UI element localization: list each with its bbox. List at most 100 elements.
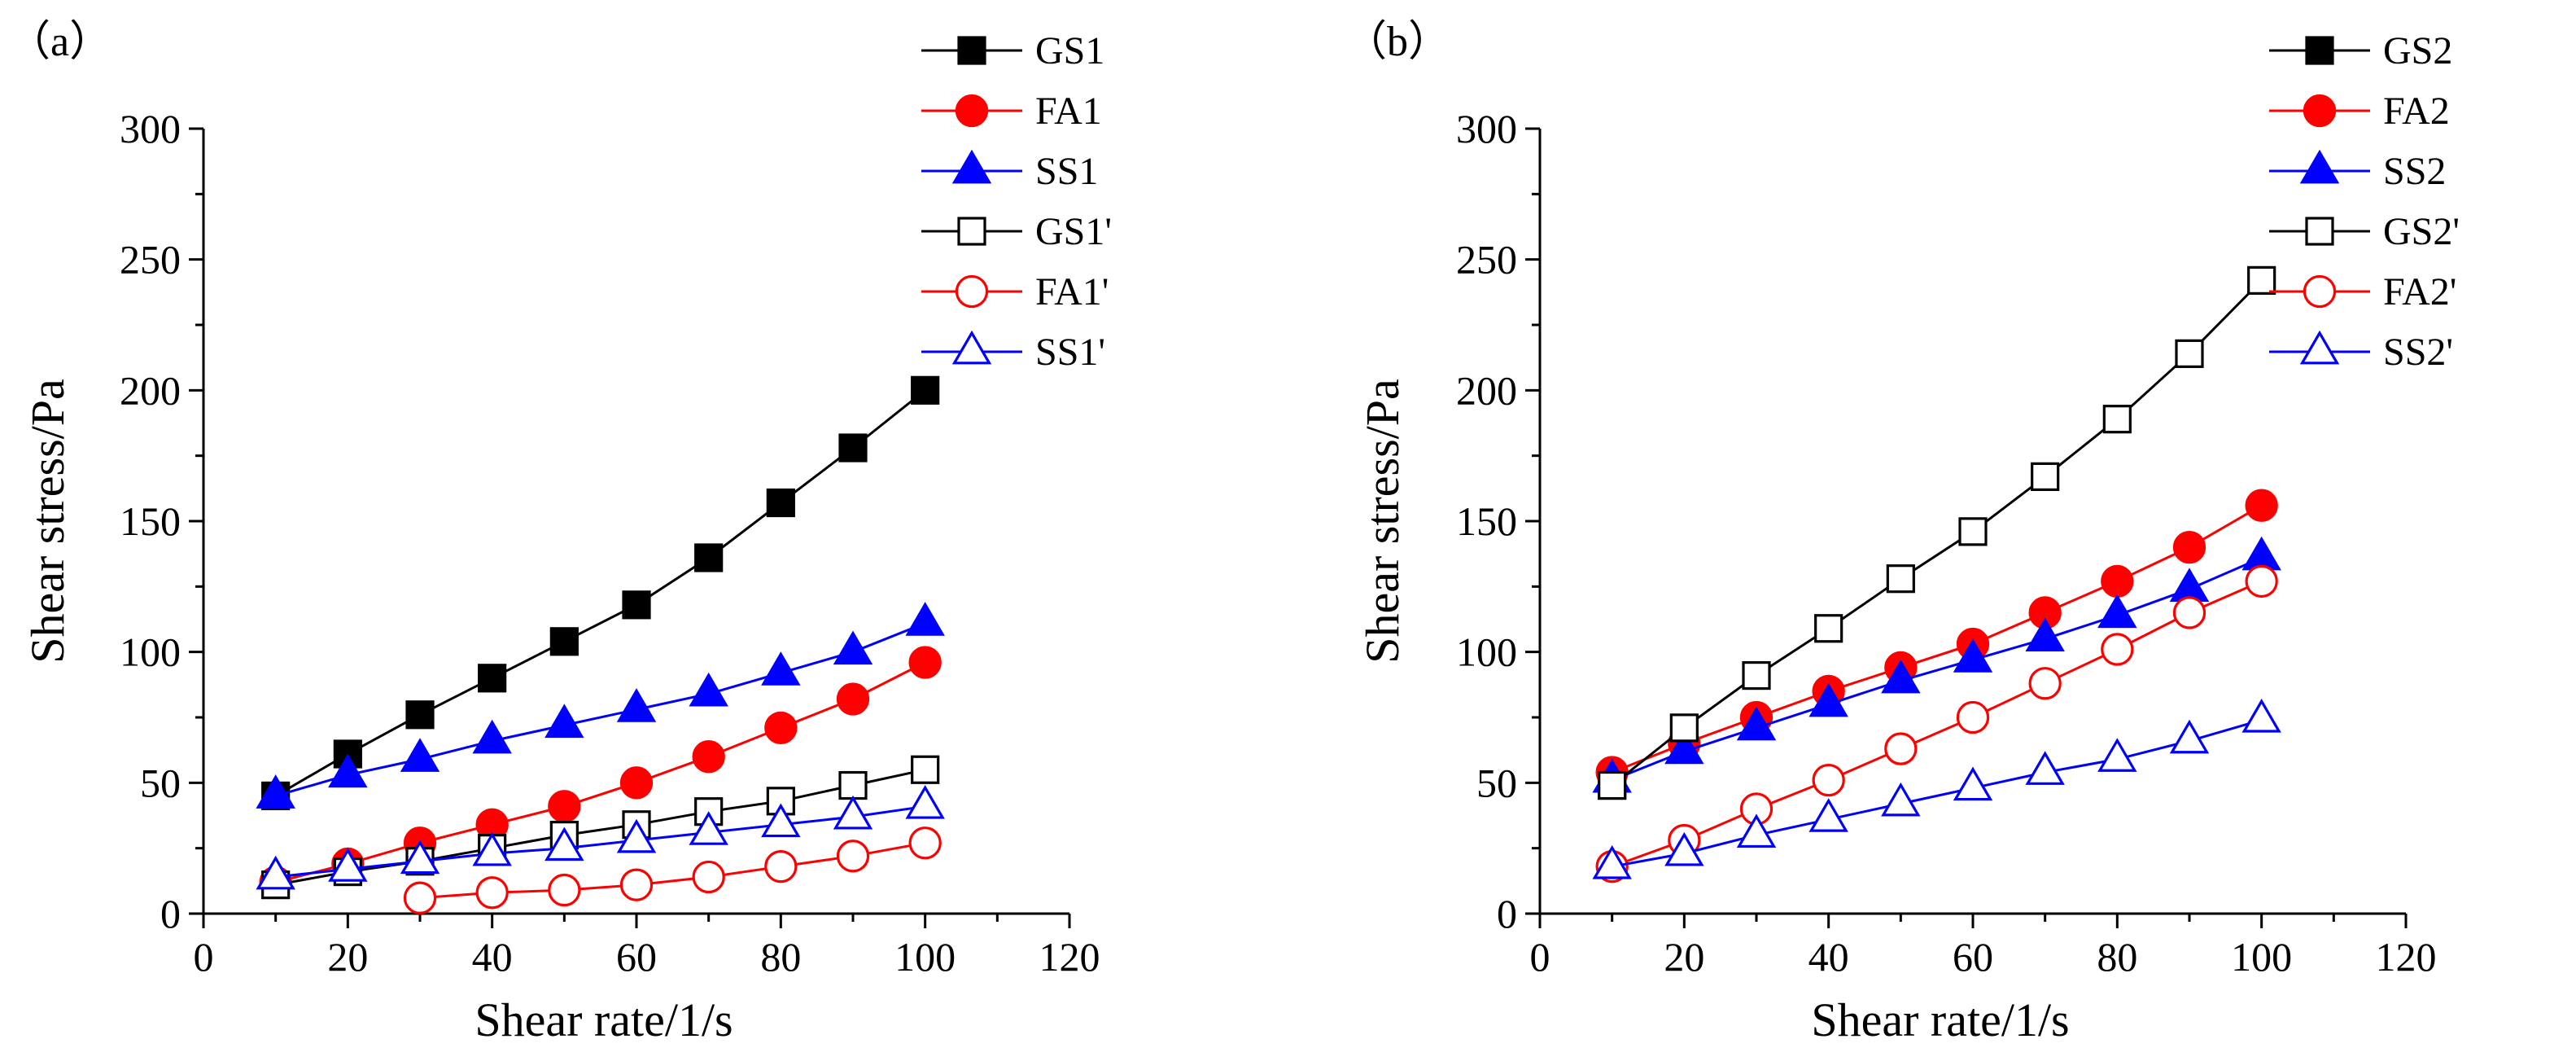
y-axis-label: Shear stress/Pa bbox=[1356, 379, 1409, 664]
data-point bbox=[764, 849, 798, 883]
data-point bbox=[2175, 339, 2204, 368]
data-point bbox=[1808, 682, 1848, 717]
data-point bbox=[908, 826, 942, 860]
panel-label: （a） bbox=[8, 19, 112, 65]
data-point bbox=[689, 811, 728, 845]
data-point bbox=[403, 881, 437, 914]
legend-label: FA1' bbox=[1035, 270, 1109, 313]
legend-marker bbox=[2299, 330, 2340, 365]
y-tick-label: 150 bbox=[1456, 498, 1517, 544]
data-point bbox=[548, 873, 581, 907]
y-tick-label: 200 bbox=[1456, 367, 1517, 413]
legend-label: GS2' bbox=[2383, 210, 2460, 253]
data-point bbox=[838, 433, 868, 463]
data-point bbox=[1592, 844, 1632, 879]
y-tick-label: 50 bbox=[1476, 760, 1517, 805]
y-tick-label: 0 bbox=[160, 891, 181, 936]
x-tick-label: 40 bbox=[1808, 934, 1849, 980]
series-line bbox=[1612, 556, 2263, 782]
legend-marker bbox=[957, 217, 986, 246]
legend-marker bbox=[955, 274, 989, 309]
data-point bbox=[761, 803, 801, 838]
data-point bbox=[2172, 596, 2206, 629]
series-fa2-prime bbox=[1595, 564, 2278, 883]
data-point bbox=[1958, 517, 1988, 546]
data-point bbox=[908, 646, 942, 679]
x-tick-label: 80 bbox=[2097, 934, 2137, 980]
data-point bbox=[1881, 659, 1921, 694]
data-point bbox=[1812, 763, 1845, 797]
series-line bbox=[275, 661, 926, 883]
series-line bbox=[275, 768, 926, 887]
data-point bbox=[549, 627, 579, 656]
series-line bbox=[1612, 580, 2263, 868]
legend-marker bbox=[957, 36, 986, 65]
data-point bbox=[328, 848, 368, 882]
legend-marker bbox=[2303, 274, 2337, 309]
x-axis-label: Shear rate/1/s bbox=[1811, 993, 2069, 1046]
data-point bbox=[694, 543, 724, 572]
data-point bbox=[833, 795, 873, 830]
data-point bbox=[1598, 770, 1627, 800]
series-ss2 bbox=[1592, 536, 2281, 793]
data-point bbox=[2097, 594, 2137, 629]
legend-label: SS1 bbox=[1035, 150, 1098, 193]
y-tick-label: 250 bbox=[1456, 237, 1517, 283]
data-point bbox=[619, 766, 654, 800]
series-fa1-prime bbox=[403, 826, 942, 914]
panel-label: （b） bbox=[1345, 19, 1450, 65]
y-tick-label: 250 bbox=[120, 237, 181, 283]
data-point bbox=[761, 651, 801, 686]
data-point bbox=[256, 774, 295, 809]
legend-marker bbox=[2305, 217, 2334, 246]
data-point bbox=[1736, 813, 1777, 848]
data-point bbox=[475, 876, 509, 910]
x-tick-label: 80 bbox=[760, 934, 801, 980]
data-point bbox=[1742, 660, 1771, 691]
series-line bbox=[1612, 504, 2263, 774]
data-point bbox=[2241, 698, 2281, 733]
data-point bbox=[545, 826, 584, 862]
data-point bbox=[1953, 638, 1993, 673]
data-point bbox=[692, 860, 725, 894]
data-point bbox=[472, 719, 512, 754]
data-point bbox=[2241, 536, 2281, 571]
data-point bbox=[2097, 738, 2137, 772]
data-point bbox=[1886, 564, 1915, 594]
legend-label: SS2 bbox=[2383, 150, 2446, 193]
legend: GS2 FA2 SS2 GS2' FA2' SS2' bbox=[2269, 29, 2460, 374]
data-point bbox=[836, 682, 870, 716]
data-point bbox=[478, 664, 507, 693]
series-gs2-prime bbox=[1598, 265, 2276, 800]
chart-panel-a: 0 20 40 60 80 100 120 0 50 100 150 200 250 300 Shear r… bbox=[8, 19, 1112, 1046]
data-point bbox=[2102, 405, 2132, 434]
legend-marker bbox=[951, 330, 992, 365]
data-point bbox=[616, 688, 657, 722]
series-gs1 bbox=[261, 375, 940, 811]
data-point bbox=[764, 711, 798, 745]
legend-marker bbox=[2299, 149, 2340, 184]
data-point bbox=[1808, 798, 1848, 832]
y-tick-label: 300 bbox=[120, 106, 181, 151]
series-ss1 bbox=[256, 602, 945, 809]
data-point bbox=[1953, 766, 1993, 801]
data-point bbox=[1664, 831, 1704, 866]
x-tick-label: 20 bbox=[327, 934, 368, 980]
y-tick-label: 200 bbox=[120, 367, 181, 413]
data-point bbox=[472, 831, 512, 866]
data-point bbox=[838, 770, 868, 800]
data-point bbox=[836, 840, 870, 873]
data-point bbox=[1814, 614, 1843, 643]
x-tick-label: 0 bbox=[1530, 934, 1550, 980]
series-line bbox=[275, 621, 926, 797]
y-tick-label: 0 bbox=[1497, 891, 1517, 936]
data-point bbox=[2245, 564, 2278, 598]
x-tick-label: 40 bbox=[472, 934, 513, 980]
data-point bbox=[1956, 700, 1990, 734]
data-point bbox=[1736, 706, 1777, 741]
data-point bbox=[2169, 568, 2210, 602]
y-tick-label: 100 bbox=[120, 629, 181, 675]
legend-marker bbox=[951, 149, 992, 184]
data-point bbox=[2169, 719, 2210, 754]
